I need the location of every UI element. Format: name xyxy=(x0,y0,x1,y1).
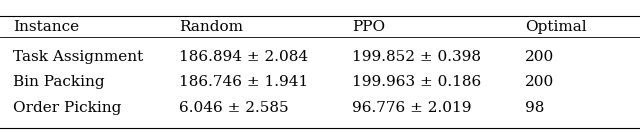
Text: Instance: Instance xyxy=(13,20,79,34)
Text: 186.894 ± 2.084: 186.894 ± 2.084 xyxy=(179,50,308,64)
Text: 200: 200 xyxy=(525,75,554,90)
Text: 6.046 ± 2.585: 6.046 ± 2.585 xyxy=(179,101,289,115)
Text: 200: 200 xyxy=(525,50,554,64)
Text: 186.746 ± 1.941: 186.746 ± 1.941 xyxy=(179,75,308,90)
Text: PPO: PPO xyxy=(352,20,385,34)
Text: 199.963 ± 0.186: 199.963 ± 0.186 xyxy=(352,75,481,90)
Text: Random: Random xyxy=(179,20,243,34)
Text: Task Assignment: Task Assignment xyxy=(13,50,143,64)
Text: Order Picking: Order Picking xyxy=(13,101,121,115)
Text: 96.776 ± 2.019: 96.776 ± 2.019 xyxy=(352,101,472,115)
Text: 98: 98 xyxy=(525,101,544,115)
Text: Bin Packing: Bin Packing xyxy=(13,75,104,90)
Text: 199.852 ± 0.398: 199.852 ± 0.398 xyxy=(352,50,481,64)
Text: Optimal: Optimal xyxy=(525,20,586,34)
